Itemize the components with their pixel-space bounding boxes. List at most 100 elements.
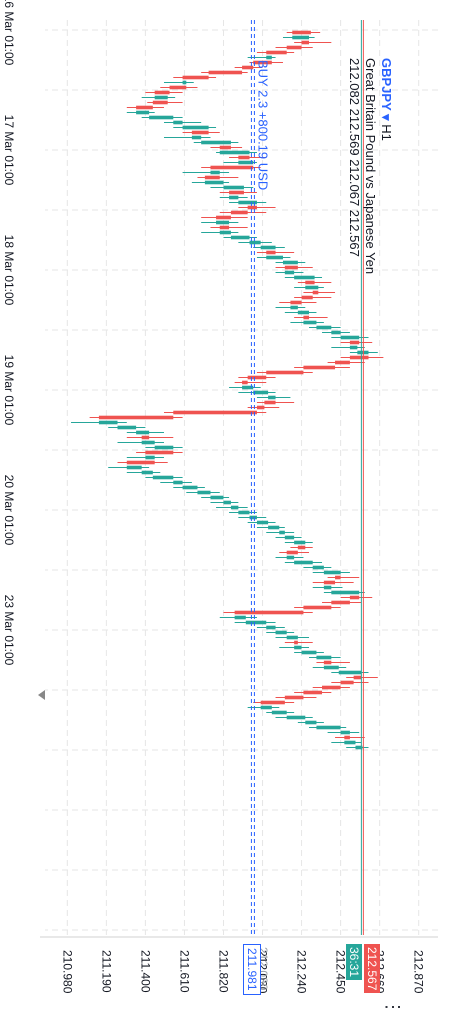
candle-body xyxy=(152,475,174,480)
candle-body xyxy=(316,655,332,660)
position-label[interactable]: BUY 2.3 +800.19 USD xyxy=(255,60,270,190)
x-tick-label: 19 Mar 01:00 xyxy=(2,355,16,426)
candle-body xyxy=(323,660,332,665)
candle-body xyxy=(303,365,336,370)
candle-body xyxy=(230,210,248,215)
candle-body xyxy=(266,55,272,60)
candle-body xyxy=(136,105,153,110)
candle-body xyxy=(312,565,324,570)
candle-body xyxy=(305,280,315,285)
candle-body xyxy=(297,545,306,550)
candle-body xyxy=(344,740,356,745)
candle-body xyxy=(349,355,369,360)
candle-body xyxy=(223,500,231,505)
x-tick-label: 17 Mar 01:00 xyxy=(2,115,16,186)
candle-body xyxy=(335,575,341,580)
candle-body xyxy=(290,300,302,305)
candle-body xyxy=(238,510,250,515)
candle-body xyxy=(201,140,231,145)
candle-body xyxy=(331,330,341,335)
candle-body xyxy=(264,400,276,405)
candle-body xyxy=(286,45,302,50)
candle-body xyxy=(340,730,350,735)
candle-body xyxy=(294,275,315,280)
candle-body xyxy=(266,250,276,255)
x-tick-label: 23 Mar 01:00 xyxy=(2,595,16,666)
candle-body xyxy=(141,440,155,445)
candle-body xyxy=(126,465,142,470)
candle-body xyxy=(323,570,341,575)
candle-body xyxy=(303,690,323,695)
candle-body xyxy=(355,745,363,750)
candle-body xyxy=(286,715,306,720)
candle-body xyxy=(219,230,231,235)
candle-body xyxy=(154,90,170,95)
candle-body xyxy=(294,560,313,565)
candle-body xyxy=(253,60,272,65)
candle-body xyxy=(219,145,231,150)
candle-body xyxy=(256,520,269,525)
candle-body xyxy=(266,255,283,260)
candle-body xyxy=(284,265,298,270)
symbol-name[interactable]: GBPJPY xyxy=(379,58,394,111)
candle-body xyxy=(286,555,295,560)
position-price-tag: 211.981 xyxy=(243,944,262,995)
candle-body xyxy=(234,610,304,615)
candle-body xyxy=(173,410,257,415)
ohlc-readout: 212.082 212.569 212.067 212.567 xyxy=(347,58,362,257)
y-tick-label: 211.400 xyxy=(138,950,152,993)
candle-body xyxy=(331,600,350,605)
y-tick-label: 212.240 xyxy=(295,950,309,994)
candle-body xyxy=(242,380,248,385)
candle-body xyxy=(230,505,239,510)
candle-body xyxy=(260,705,272,710)
bar-countdown-tag: 36:31 xyxy=(346,944,363,981)
candle-body xyxy=(154,95,168,100)
candle-body xyxy=(284,695,304,700)
candle-body xyxy=(208,70,243,75)
y-tick-label: 212.870 xyxy=(412,950,426,994)
candle-body xyxy=(290,305,298,310)
candle-body xyxy=(256,405,265,410)
candle-body xyxy=(323,665,339,670)
candle-body xyxy=(322,685,341,690)
candle-body xyxy=(247,375,267,380)
timeframe-label[interactable]: H1 xyxy=(379,124,394,141)
more-icon[interactable]: ⋮ xyxy=(383,998,403,1016)
candle-body xyxy=(316,325,332,330)
symbol-selector[interactable]: GBPJPY ▾ xyxy=(379,58,394,121)
candle-body xyxy=(145,455,155,460)
candle-body xyxy=(301,40,310,45)
candle-body xyxy=(305,720,317,725)
candle-body xyxy=(126,460,155,465)
candle-body xyxy=(294,540,306,545)
candle-body xyxy=(136,430,150,435)
candle-body xyxy=(204,180,224,185)
candle-body xyxy=(292,30,311,35)
candle-body xyxy=(210,165,254,170)
candle-body xyxy=(340,680,354,685)
candle-body xyxy=(284,270,295,275)
candle-body xyxy=(230,235,250,240)
candle-body xyxy=(219,150,250,155)
chevron-down-icon[interactable]: ▾ xyxy=(379,114,394,121)
candle-body xyxy=(349,345,358,350)
candle-body xyxy=(268,395,276,400)
y-tick-label: 211.820 xyxy=(216,950,230,993)
candle-body xyxy=(238,160,254,165)
candle-body xyxy=(197,490,211,495)
candle-body xyxy=(305,285,319,290)
candle-body xyxy=(282,260,298,265)
candle-body xyxy=(266,625,276,630)
candle-body xyxy=(210,495,224,500)
candle-body xyxy=(301,650,317,655)
candle-body xyxy=(229,195,239,200)
candle-body xyxy=(219,225,230,230)
candle-body xyxy=(238,200,257,205)
candle-body xyxy=(210,170,220,175)
candle-body xyxy=(303,320,317,325)
candle-body xyxy=(249,515,257,520)
candle-body xyxy=(238,155,250,160)
